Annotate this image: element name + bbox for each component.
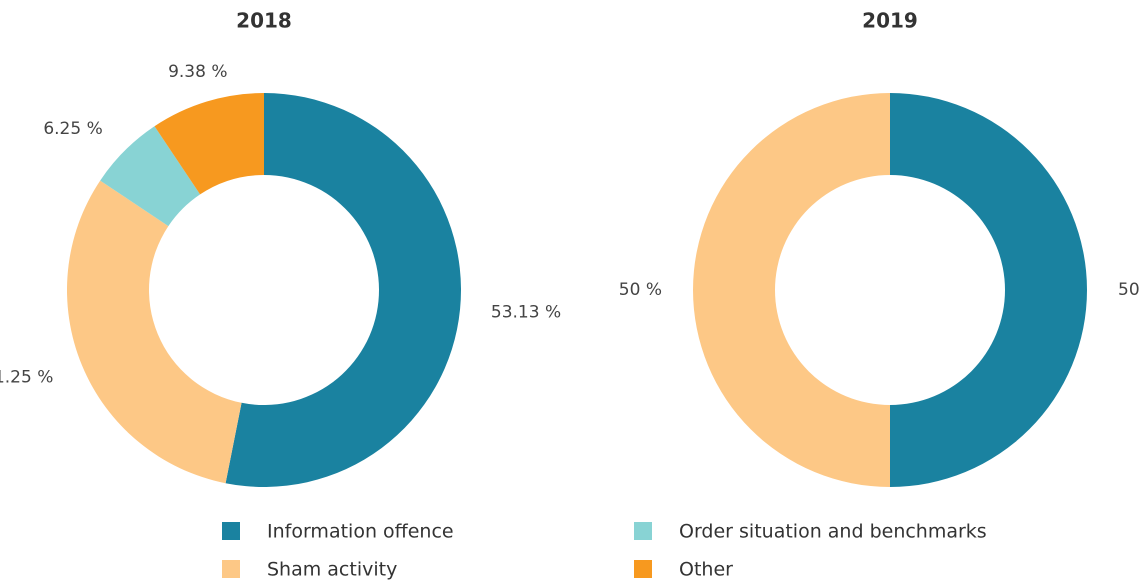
legend-swatch: [222, 560, 240, 578]
donut-slice: [66, 180, 242, 484]
data-label: 50 %: [1118, 280, 1143, 300]
donut-slice: [154, 93, 264, 195]
data-label: 50 %: [619, 280, 662, 300]
data-label: 6.25 %: [43, 119, 102, 139]
data-label: 53.13 %: [491, 302, 561, 322]
legend-label: Order situation and benchmarks: [679, 521, 987, 543]
legend-swatch: [634, 560, 652, 578]
legend-swatch: [634, 522, 652, 540]
chart-title: 2018: [236, 9, 292, 33]
donut-slice: [890, 93, 1087, 487]
donut-slice: [693, 93, 890, 487]
donut-slice: [100, 126, 201, 227]
chart-title: 2019: [862, 9, 918, 33]
donut-slice: [225, 93, 461, 487]
legend-swatch: [222, 522, 240, 540]
legend-label: Information offence: [267, 521, 454, 543]
data-label: 31.25 %: [0, 367, 53, 387]
data-label: 9.38 %: [168, 62, 227, 82]
legend-label: Other: [679, 559, 733, 581]
legend-label: Sham activity: [267, 559, 397, 581]
